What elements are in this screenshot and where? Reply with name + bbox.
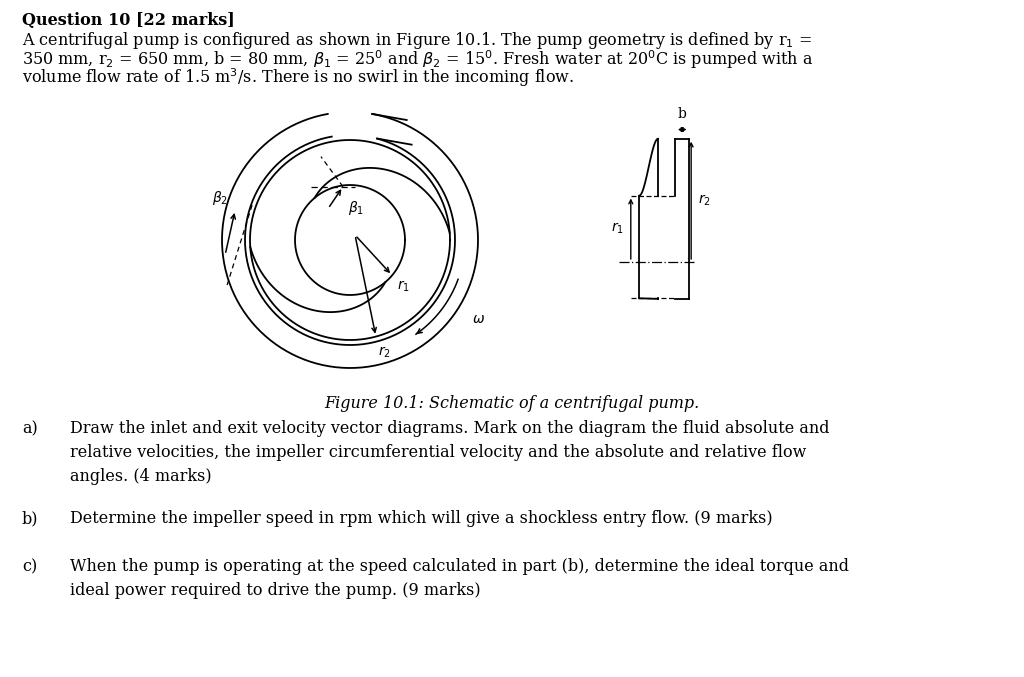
Text: Determine the impeller speed in rpm which will give a shockless entry flow. (9 m: Determine the impeller speed in rpm whic… — [70, 510, 773, 527]
Text: When the pump is operating at the speed calculated in part (b), determine the id: When the pump is operating at the speed … — [70, 558, 849, 599]
Text: c): c) — [22, 558, 37, 575]
Text: b): b) — [22, 510, 39, 527]
Text: $r_1$: $r_1$ — [397, 278, 410, 294]
Text: $\omega$: $\omega$ — [472, 312, 485, 326]
Text: b: b — [678, 107, 687, 121]
Text: $r_2$: $r_2$ — [698, 193, 711, 208]
Text: $r_2$: $r_2$ — [378, 345, 391, 360]
Text: volume flow rate of 1.5 m$^3$/s. There is no swirl in the incoming flow.: volume flow rate of 1.5 m$^3$/s. There i… — [22, 66, 574, 89]
Text: a): a) — [22, 420, 38, 437]
Text: A centrifugal pump is configured as shown in Figure 10.1. The pump geometry is d: A centrifugal pump is configured as show… — [22, 30, 812, 51]
Text: $\beta_1$: $\beta_1$ — [348, 198, 365, 217]
Text: Draw the inlet and exit velocity vector diagrams. Mark on the diagram the fluid : Draw the inlet and exit velocity vector … — [70, 420, 829, 485]
Text: 350 mm, r$_2$ = 650 mm, b = 80 mm, $\beta_1$ = 25$^0$ and $\beta_2$ = 15$^0$. Fr: 350 mm, r$_2$ = 650 mm, b = 80 mm, $\bet… — [22, 48, 813, 70]
Text: Figure 10.1: Schematic of a centrifugal pump.: Figure 10.1: Schematic of a centrifugal … — [325, 395, 699, 412]
Text: Question 10 [22 marks]: Question 10 [22 marks] — [22, 12, 234, 29]
Text: $\beta_2$: $\beta_2$ — [212, 189, 228, 207]
Text: $r_1$: $r_1$ — [611, 221, 624, 236]
